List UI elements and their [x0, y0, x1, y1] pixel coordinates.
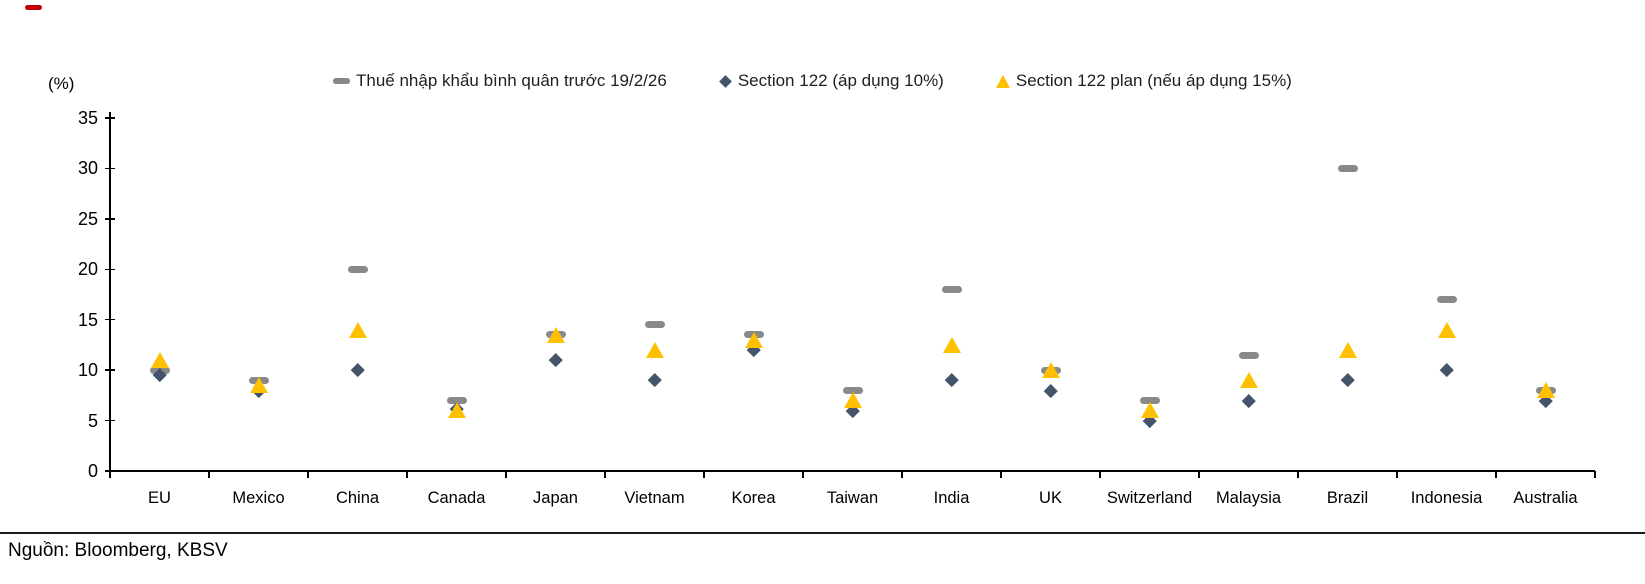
x-axis-tick: [406, 471, 408, 478]
marker-triangle: [447, 402, 466, 419]
x-axis-label: UK: [1039, 489, 1062, 507]
marker-triangle: [150, 352, 169, 369]
x-axis-tick: [802, 471, 804, 478]
marker-triangle: [645, 341, 664, 358]
y-axis-tick-label: 10: [77, 360, 98, 381]
x-axis-label: Canada: [427, 489, 486, 507]
x-axis-label: EU: [148, 489, 171, 507]
chart-legend: Thuế nhập khẩu bình quân trước 19/2/26 Se…: [333, 71, 1292, 91]
x-axis-tick: [109, 471, 111, 478]
marker-triangle: [1041, 362, 1060, 379]
x-axis-label: Vietnam: [624, 489, 685, 507]
legend-label: Section 122 plan (nếu áp dụng 15%): [1015, 71, 1292, 90]
marker-dash: [644, 321, 665, 329]
marker-triangle: [744, 331, 763, 348]
x-axis-tick: [604, 471, 606, 478]
y-axis-tick-label: 15: [77, 309, 98, 330]
y-axis-tick-label: 20: [77, 259, 98, 280]
x-axis-label: China: [335, 489, 380, 507]
y-axis-tick-label: 35: [77, 108, 98, 128]
x-axis-label: Taiwan: [826, 489, 879, 507]
marker-diamond: [1439, 363, 1454, 377]
x-axis-label: Japan: [533, 489, 578, 507]
x-axis-tick: [505, 471, 507, 478]
x-axis-label: Australia: [1513, 489, 1578, 507]
marker-dash: [842, 386, 863, 394]
marker-dash: [1238, 351, 1259, 359]
y-axis-tick-label: 5: [87, 410, 98, 431]
y-axis-tick-label: 0: [87, 461, 98, 481]
marker-dash: [347, 265, 368, 273]
source-note: Nguồn: Bloomberg, KBSV: [8, 540, 228, 561]
y-axis-tick: [105, 218, 115, 220]
x-axis-tick: [901, 471, 903, 478]
y-axis-tick-label: 25: [77, 208, 98, 229]
marker-dash: [941, 285, 962, 293]
x-axis-label: Brazil: [1326, 489, 1369, 507]
legend-item: Section 122 plan (nếu áp dụng 15%): [995, 71, 1292, 91]
x-axis-tick: [208, 471, 210, 478]
y-axis-tick: [105, 419, 115, 422]
x-axis-tick: [1495, 471, 1497, 478]
x-axis-label: India: [933, 489, 970, 507]
x-axis-label: Switzerland: [1106, 489, 1193, 507]
marker-diamond: [548, 353, 563, 367]
x-axis-tick: [1396, 471, 1398, 478]
x-axis-tick: [1297, 471, 1299, 478]
marker-diamond: [350, 363, 365, 377]
y-axis-line: [109, 112, 111, 472]
x-axis-label: Malaysia: [1215, 489, 1282, 507]
marker-triangle: [942, 336, 961, 353]
legend-item: Section 122 (áp dụng 10%): [718, 71, 944, 91]
marker-triangle: [1239, 372, 1258, 389]
legend-marker-triangle-icon: [995, 74, 1010, 88]
y-axis-tick: [105, 117, 115, 119]
marker-dash: [1337, 164, 1358, 172]
marker-triangle: [1437, 321, 1456, 338]
x-axis-tick: [1000, 471, 1002, 478]
legend-label: Thuế nhập khẩu bình quân trước 19/2/26: [356, 71, 667, 90]
x-axis-label: Korea: [731, 489, 776, 507]
x-axis-line: [110, 470, 1595, 472]
red-dash-mark: [25, 5, 42, 10]
y-axis-tick: [105, 369, 115, 371]
marker-diamond: [1043, 383, 1058, 398]
marker-diamond: [1340, 373, 1355, 387]
marker-triangle: [249, 377, 268, 394]
marker-triangle: [1338, 341, 1357, 358]
marker-triangle: [1140, 402, 1159, 419]
marker-dash: [446, 396, 467, 404]
marker-triangle: [1536, 382, 1555, 399]
x-axis-tick: [703, 471, 705, 478]
legend-label: Section 122 (áp dụng 10%): [737, 71, 944, 90]
marker-dash: [1139, 396, 1160, 404]
marker-diamond: [1241, 393, 1256, 408]
x-axis-label: Mexico: [232, 489, 285, 507]
legend-item: Thuế nhập khẩu bình quân trước 19/2/26: [333, 71, 667, 91]
y-axis-unit-label: (%): [48, 74, 75, 93]
x-axis-tick: [1099, 471, 1101, 478]
legend-marker-dash-icon: [333, 78, 350, 84]
marker-triangle: [546, 326, 565, 343]
marker-dash: [1436, 296, 1457, 304]
y-axis-tick: [105, 167, 115, 170]
y-axis-tick-label: 30: [77, 158, 98, 179]
marker-triangle: [843, 392, 862, 409]
marker-triangle: [348, 321, 367, 338]
marker-diamond: [944, 373, 959, 387]
marker-diamond: [647, 373, 662, 387]
x-axis-tick: [307, 471, 309, 478]
y-axis-tick: [105, 268, 115, 271]
x-axis-tick: [1594, 471, 1596, 478]
y-axis-tick: [105, 318, 115, 321]
source-divider: [0, 532, 1645, 534]
x-axis-tick: [1198, 471, 1200, 478]
x-axis-label: Indonesia: [1410, 489, 1483, 507]
